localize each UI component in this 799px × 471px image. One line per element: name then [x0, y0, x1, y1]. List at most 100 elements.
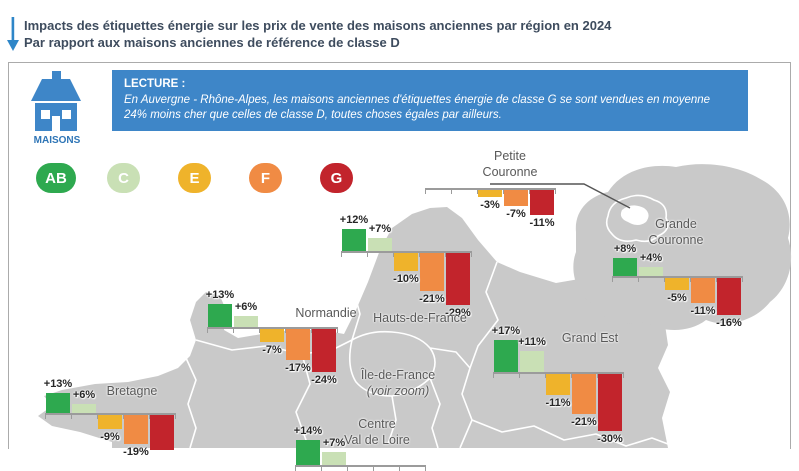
axis-tick [311, 329, 312, 333]
legend-pill-e: E [178, 163, 211, 193]
bar-petite-couronne-g [530, 190, 554, 215]
france-map [38, 164, 792, 448]
bar-grande-couronne-f [691, 278, 715, 303]
page-title: Impacts des étiquettes énergie sur les p… [24, 18, 612, 33]
house-icon [31, 71, 81, 131]
legend-pill-f: F [249, 163, 282, 193]
axis-tick [519, 374, 520, 378]
bar-bretagne-ab [46, 393, 70, 413]
bar-normandie-ab [208, 304, 232, 327]
legend-pill-g: G [320, 163, 353, 193]
axis-tick [623, 374, 624, 378]
region-label-petite-couronne: Petite Couronne [448, 148, 572, 180]
region-label-bretagne: Bretagne [70, 383, 194, 399]
region-label-line: Centre [358, 417, 396, 431]
bar-grand-est-c [520, 351, 544, 372]
axis-tick [393, 253, 394, 257]
bar-hauts-de-france-ab [342, 229, 366, 251]
axis-tick [399, 467, 400, 471]
bar-grand-est-f [572, 374, 596, 414]
axis-centre-val-de-loire [295, 465, 426, 467]
axis-tick [664, 278, 665, 282]
value-label: +6% [72, 389, 96, 401]
value-label: +6% [234, 301, 258, 313]
paris-hole [620, 205, 649, 225]
page-subtitle: Par rapport aux maisons anciennes de réf… [24, 35, 400, 50]
axis-tick [471, 253, 472, 257]
value-label: -17% [285, 362, 311, 374]
axis-tick [716, 278, 717, 282]
axis-tick [321, 467, 322, 471]
bar-normandie-c [234, 316, 258, 327]
region-label-ile-de-france: Île-de-France (voir zoom) [336, 367, 460, 399]
bar-grand-est-ab [494, 340, 518, 372]
region-label-line: Grande [655, 217, 697, 231]
axis-tick [347, 467, 348, 471]
region-borders [185, 261, 669, 448]
axis-tick [571, 374, 572, 378]
lecture-text: En Auvergne - Rhône-Alpes, les maisons a… [124, 94, 711, 121]
axis-tick [373, 467, 374, 471]
axis-tick [503, 190, 504, 194]
axis-tick [529, 190, 530, 194]
bar-bretagne-f [124, 415, 148, 444]
value-label: -11% [529, 217, 555, 229]
value-label: +13% [205, 289, 235, 301]
axis-hauts-de-france [341, 251, 472, 253]
region-label-centre-val-de-loire: Centre Val de Loire [315, 416, 439, 448]
value-label: +17% [491, 325, 521, 337]
axis-tick [175, 415, 176, 419]
axis-tick [690, 278, 691, 282]
axis-grand-est [493, 372, 624, 374]
region-label-line: Bretagne [106, 384, 158, 398]
axis-tick [597, 374, 598, 378]
bar-normandie-g [312, 329, 336, 372]
value-label: -29% [445, 307, 471, 319]
bar-normandie-e [260, 329, 284, 342]
leader-line [490, 183, 631, 209]
axis-tick [638, 278, 639, 282]
bar-grande-couronne-c [639, 267, 663, 276]
region-label-line: Val de Loire [344, 433, 410, 447]
bar-hauts-de-france-f [420, 253, 444, 291]
axis-tick [545, 374, 546, 378]
bar-grand-est-e [546, 374, 570, 395]
region-label-line: Île-de-France [360, 368, 436, 382]
region-label-line: Couronne [648, 233, 704, 247]
legend-pill-ab: AB [36, 163, 76, 193]
value-label: -9% [100, 431, 120, 443]
axis-tick [45, 415, 46, 419]
axis-tick [367, 253, 368, 257]
value-label: +7% [322, 437, 346, 449]
bar-bretagne-c [72, 404, 96, 413]
petite-couronne-outline [605, 194, 669, 243]
region-label-line: (voir zoom) [366, 384, 430, 398]
maisons-label: MAISONS [33, 135, 81, 146]
value-label: -10% [393, 273, 419, 285]
value-label: +11% [518, 336, 546, 348]
value-label: -11% [545, 397, 571, 409]
region-label-line: Hauts-de-France [373, 311, 467, 325]
region-label-normandie: Normandie [264, 305, 388, 321]
value-label: +4% [639, 252, 663, 264]
bar-petite-couronne-e [478, 190, 502, 197]
axis-tick [425, 467, 426, 471]
axis-petite-couronne [425, 188, 556, 190]
axis-tick [233, 329, 234, 333]
bar-normandie-f [286, 329, 310, 360]
axis-tick [451, 190, 452, 194]
value-label: -24% [311, 374, 337, 386]
axis-tick [493, 374, 494, 378]
axis-tick [123, 415, 124, 419]
value-label: +13% [43, 378, 73, 390]
value-label: -16% [716, 317, 742, 329]
axis-tick [445, 253, 446, 257]
axis-tick [295, 467, 296, 471]
region-label-grande-couronne: Grande Couronne [614, 216, 738, 248]
axis-tick [425, 190, 426, 194]
value-label: -11% [690, 305, 716, 317]
value-label: -5% [667, 292, 687, 304]
value-label: +12% [339, 214, 369, 226]
value-label: -3% [480, 199, 500, 211]
axis-tick [742, 278, 743, 282]
